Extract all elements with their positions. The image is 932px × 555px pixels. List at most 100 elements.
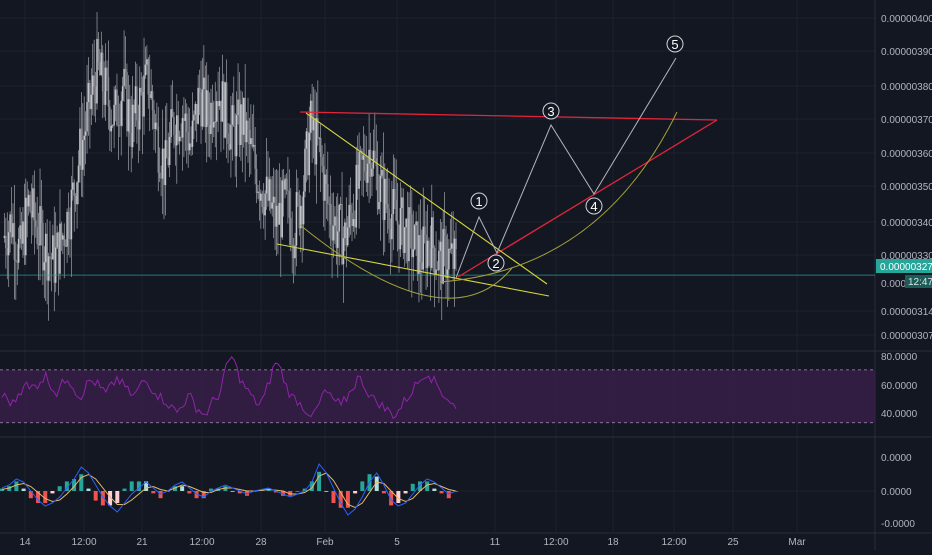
candle-body[interactable]: [288, 191, 291, 218]
candle-body[interactable]: [153, 109, 155, 129]
macd-histogram-bar[interactable]: [93, 491, 98, 501]
candle-body[interactable]: [322, 166, 325, 201]
macd-histogram-bar[interactable]: [187, 491, 192, 494]
candle-body[interactable]: [7, 232, 10, 256]
macd-panel[interactable]: [0, 463, 875, 516]
macd-histogram-bar[interactable]: [389, 491, 394, 506]
candle-body[interactable]: [279, 202, 282, 238]
candle-body[interactable]: [281, 180, 284, 238]
candle-body[interactable]: [381, 169, 383, 176]
candle-body[interactable]: [9, 214, 11, 233]
macd-histogram-bar[interactable]: [57, 486, 62, 491]
macd-histogram-bar[interactable]: [172, 486, 177, 491]
candle-body[interactable]: [324, 174, 326, 201]
candle-body[interactable]: [317, 118, 319, 139]
candle-body[interactable]: [197, 87, 199, 124]
candle-body[interactable]: [170, 109, 172, 138]
candle-body[interactable]: [308, 132, 311, 176]
candle-body[interactable]: [188, 143, 191, 151]
candle-body[interactable]: [59, 223, 61, 274]
candle-body[interactable]: [449, 248, 452, 250]
candle-body[interactable]: [60, 223, 63, 240]
candle-body[interactable]: [66, 211, 68, 247]
candle-body[interactable]: [305, 131, 308, 149]
candle-body[interactable]: [84, 131, 87, 136]
candle-body[interactable]: [388, 208, 390, 229]
candle-body[interactable]: [364, 155, 366, 172]
candle-body[interactable]: [241, 104, 244, 135]
candle-body[interactable]: [348, 204, 350, 228]
candle-body[interactable]: [251, 138, 254, 147]
candle-body[interactable]: [275, 205, 278, 227]
candle-body[interactable]: [30, 211, 33, 218]
candle-body[interactable]: [148, 94, 151, 98]
candle-body[interactable]: [428, 240, 430, 250]
candle-body[interactable]: [114, 89, 117, 105]
candle-body[interactable]: [448, 248, 450, 270]
candle-body[interactable]: [426, 240, 429, 269]
candle-body[interactable]: [421, 262, 423, 270]
candle-body[interactable]: [372, 150, 375, 169]
candle-body[interactable]: [190, 143, 192, 147]
candle-body[interactable]: [430, 217, 433, 268]
candle-body[interactable]: [203, 77, 205, 90]
candle-body[interactable]: [250, 138, 252, 145]
candle-body[interactable]: [117, 125, 120, 126]
candle-body[interactable]: [15, 259, 17, 262]
candle-body[interactable]: [418, 235, 420, 275]
macd-histogram-bar[interactable]: [324, 491, 329, 492]
candle-body[interactable]: [54, 247, 57, 283]
wave-label-2[interactable]: 2: [487, 254, 505, 272]
candle-body[interactable]: [194, 103, 197, 115]
candle-body[interactable]: [356, 164, 359, 189]
candle-body[interactable]: [393, 188, 396, 200]
candle-body[interactable]: [438, 250, 440, 271]
candle-body[interactable]: [260, 193, 262, 201]
macd-histogram-bar[interactable]: [208, 488, 213, 491]
candle-body[interactable]: [335, 216, 338, 248]
macd-histogram-bar[interactable]: [381, 491, 386, 494]
candle-body[interactable]: [154, 122, 157, 129]
candle-body[interactable]: [208, 124, 211, 135]
candle-body[interactable]: [43, 262, 46, 271]
candle-body[interactable]: [217, 101, 219, 107]
candle-body[interactable]: [211, 102, 214, 128]
candle-body[interactable]: [49, 256, 51, 258]
candle-body[interactable]: [113, 104, 115, 126]
candle-body[interactable]: [425, 234, 427, 269]
candle-body[interactable]: [62, 235, 64, 240]
candle-body[interactable]: [137, 120, 140, 130]
candle-body[interactable]: [221, 81, 224, 122]
candle-body[interactable]: [351, 212, 353, 227]
candle-body[interactable]: [104, 67, 107, 105]
candle-body[interactable]: [178, 136, 181, 142]
candle-body[interactable]: [325, 174, 328, 185]
candle-body[interactable]: [411, 214, 413, 258]
candle-body[interactable]: [319, 137, 322, 158]
candle-body[interactable]: [204, 77, 207, 128]
candle-body[interactable]: [74, 195, 77, 205]
macd-histogram-bar[interactable]: [273, 491, 278, 493]
macd-histogram-bar[interactable]: [14, 481, 19, 491]
elliott-wave-path[interactable]: [455, 57, 677, 279]
candle-body[interactable]: [331, 224, 333, 241]
candle-body[interactable]: [450, 243, 453, 249]
candle-body[interactable]: [46, 233, 48, 281]
candle-body[interactable]: [338, 204, 340, 232]
macd-histogram-bar[interactable]: [417, 481, 422, 491]
candle-body[interactable]: [146, 59, 148, 65]
candle-body[interactable]: [395, 199, 397, 221]
candle-body[interactable]: [76, 182, 78, 205]
macd-histogram-bar[interactable]: [7, 486, 12, 491]
candle-body[interactable]: [187, 131, 189, 151]
macd-histogram-bar[interactable]: [79, 474, 84, 491]
candle-body[interactable]: [109, 106, 111, 132]
candle-body[interactable]: [247, 120, 249, 130]
macd-histogram-bar[interactable]: [21, 488, 26, 491]
candle-body[interactable]: [257, 191, 259, 193]
candle-body[interactable]: [291, 244, 293, 247]
candle-body[interactable]: [184, 113, 187, 121]
candle-body[interactable]: [362, 155, 365, 160]
candle-body[interactable]: [69, 238, 71, 240]
